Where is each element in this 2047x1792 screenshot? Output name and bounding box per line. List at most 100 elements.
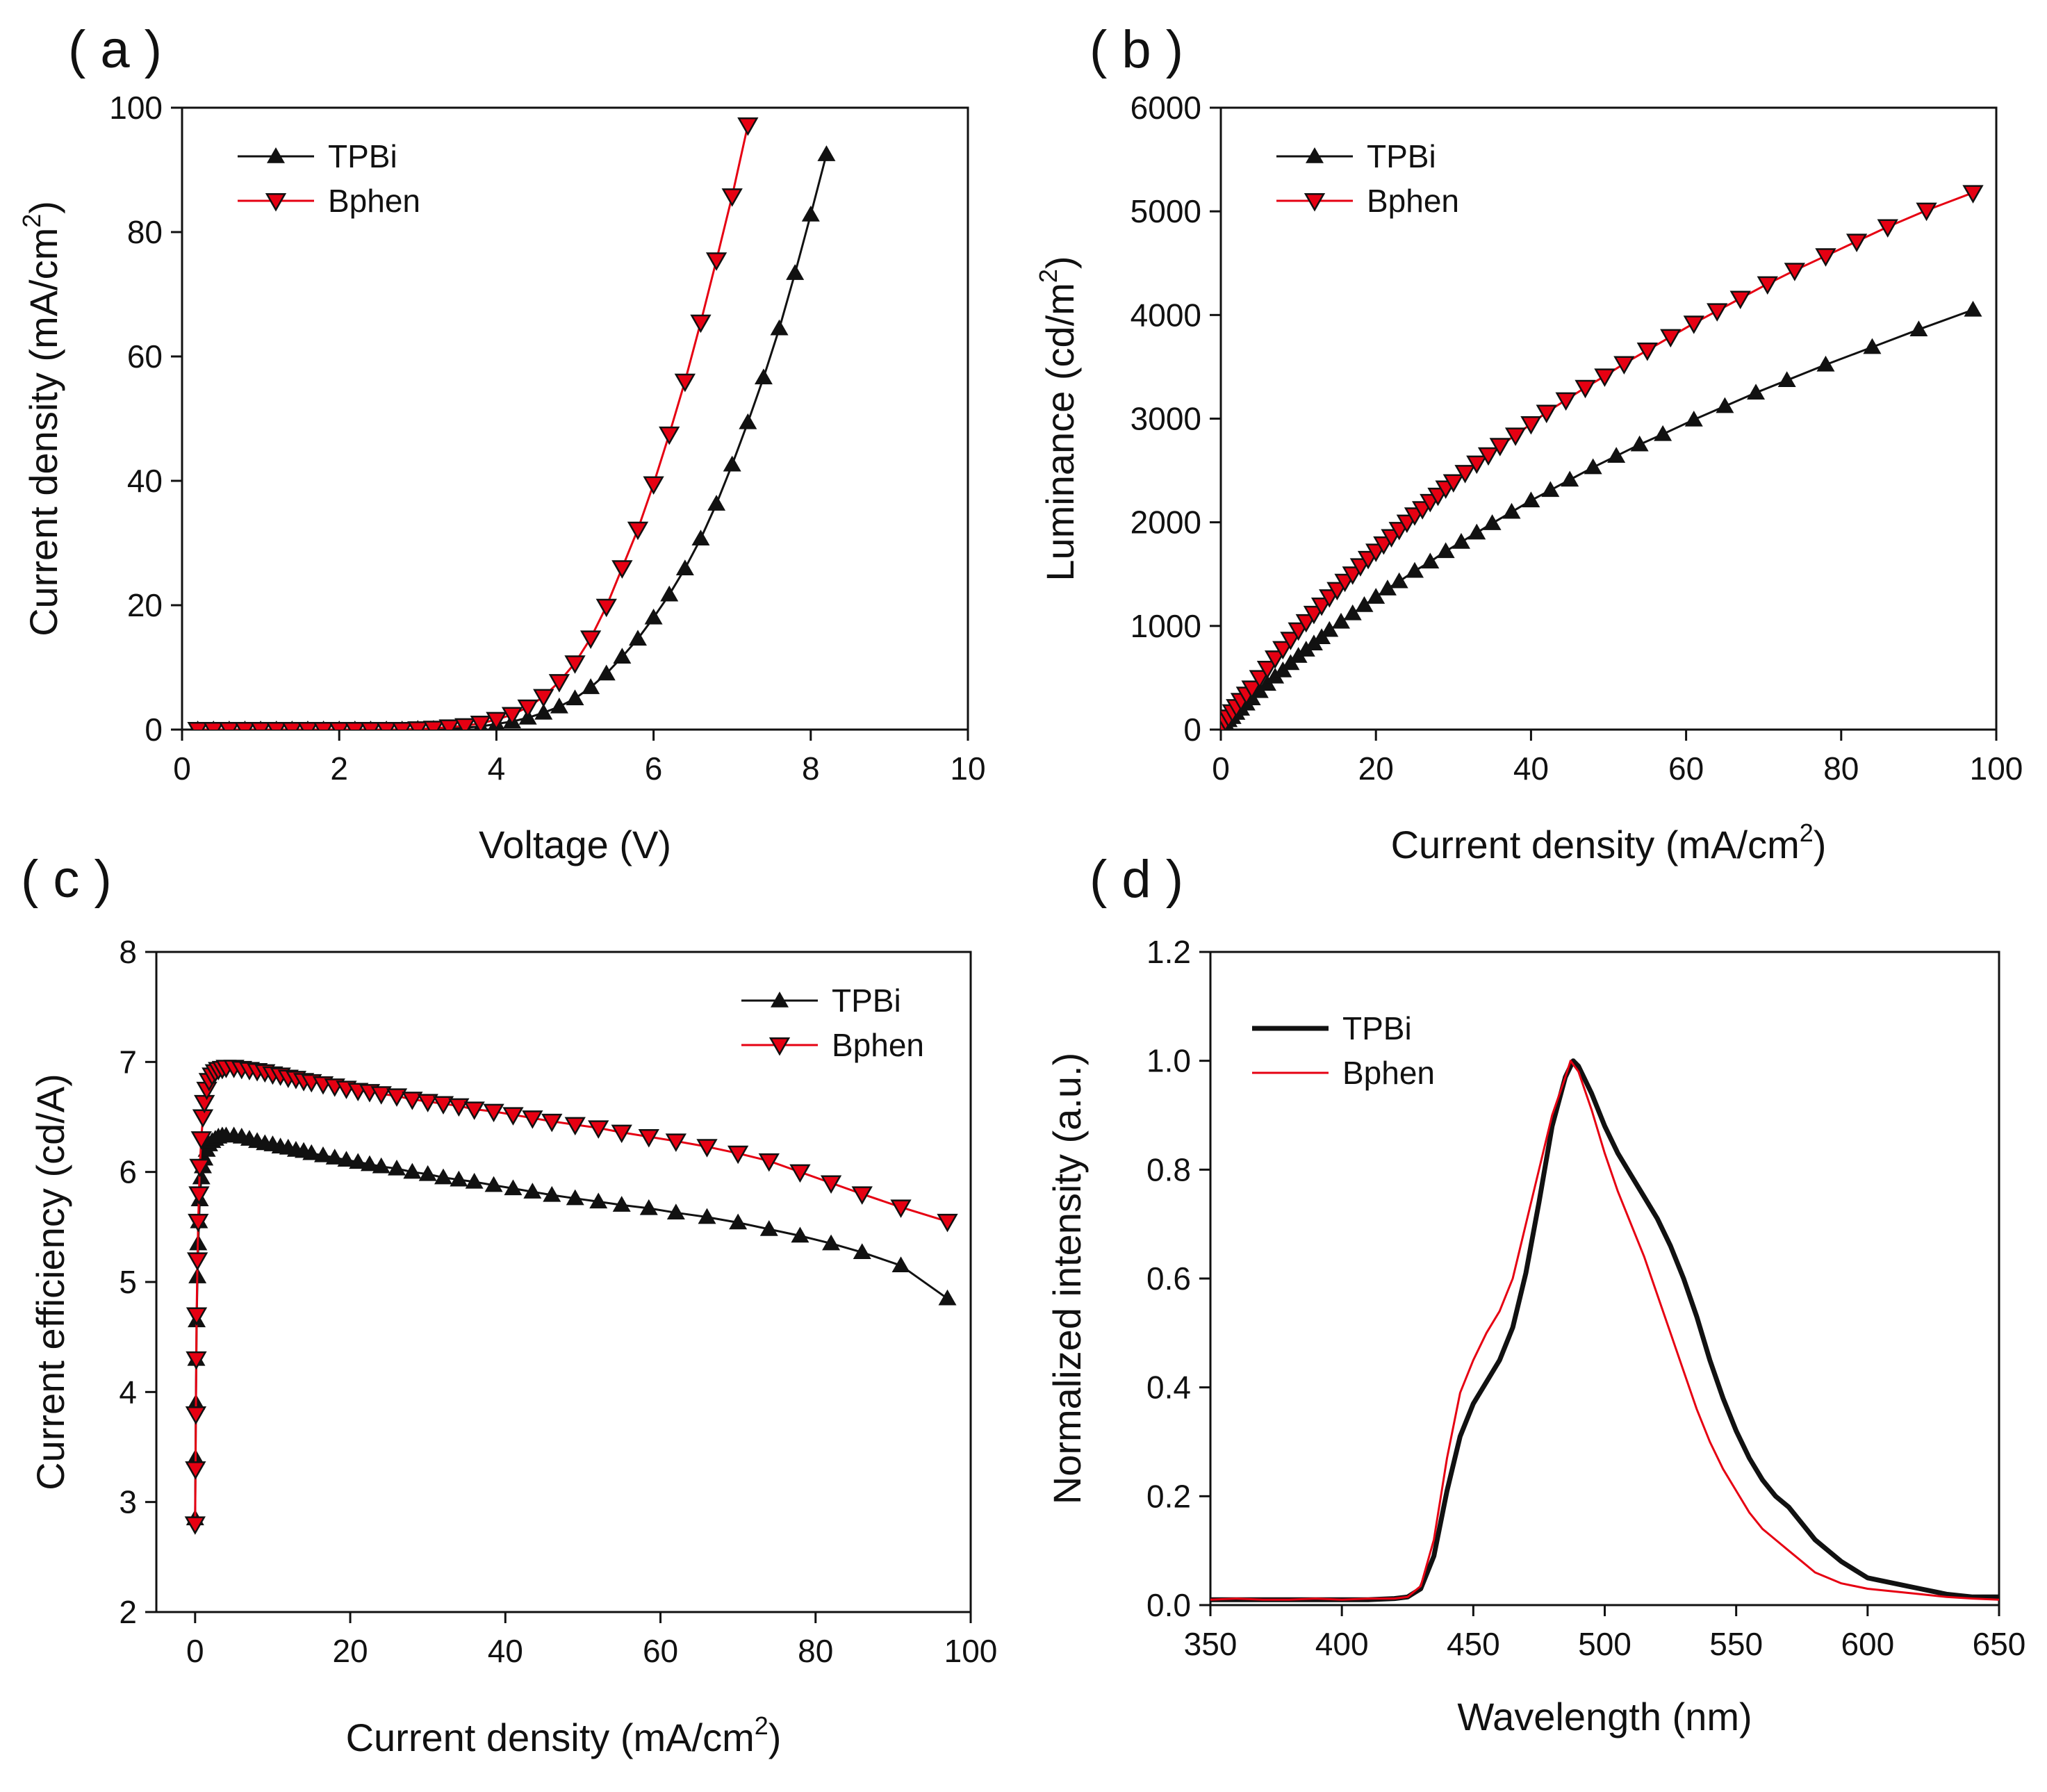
legend-label: Bphen (328, 183, 420, 219)
y-tick-label: 4 (119, 1374, 137, 1410)
data-point (417, 1094, 438, 1112)
y-tick-label: 5000 (1131, 193, 1201, 229)
series-bphen (1210, 1060, 1999, 1601)
y-tick-label: 6000 (1131, 90, 1201, 126)
data-point (1964, 300, 1982, 317)
data-point (186, 1351, 207, 1370)
data-point (265, 722, 287, 730)
data-point (1522, 491, 1540, 508)
y-axis-label: Current density (mA/cm2) (17, 201, 65, 636)
data-point (184, 1516, 206, 1535)
data-point (1816, 355, 1835, 372)
legend: TPBi Bphen (741, 983, 924, 1063)
x-tick-label: 450 (1447, 1626, 1500, 1662)
data-point (192, 1168, 211, 1185)
legend-marker (771, 992, 789, 1008)
data-point (566, 1189, 584, 1206)
legend-marker (267, 147, 285, 163)
data-point (1320, 620, 1339, 637)
plot-frame (1209, 951, 2000, 1606)
data-point (1654, 425, 1672, 441)
data-point (448, 1098, 470, 1117)
legend-marker (1304, 193, 1326, 212)
data-point (644, 608, 663, 625)
data-point (325, 1149, 344, 1165)
data-point (612, 1196, 631, 1212)
data-point (665, 1133, 687, 1152)
legend-label: Bphen (832, 1027, 924, 1063)
panel-d-label: ( d ) (1090, 850, 1184, 909)
data-point (372, 1157, 391, 1174)
chart-b: 0 20 40 60 80 1000100020003000400050006000Cur… (1034, 90, 2023, 866)
legend: TPBi Bphen (1276, 138, 1459, 219)
panel-b-label: ( b ) (1090, 20, 1184, 79)
x-tick-label: 0 (1212, 750, 1230, 787)
data-point (502, 1107, 524, 1126)
data-point (1716, 397, 1734, 413)
legend-label: TPBi (1367, 138, 1436, 174)
data-point (937, 1213, 958, 1233)
chart-d: 350 400 450 500 550 600 650 0.0 0.2 0.4 0.6 0.8 1.0 1… (1045, 934, 2025, 1738)
data-point (727, 1145, 749, 1165)
x-tick-label: 60 (643, 1633, 678, 1669)
data-point (739, 413, 757, 429)
data-point (1342, 566, 1363, 585)
data-point (1280, 632, 1301, 650)
data-point (465, 1172, 484, 1189)
data-point (938, 1289, 957, 1306)
x-tick-label: 100 (944, 1633, 998, 1669)
y-tick-label: 60 (127, 338, 163, 375)
x-tick-label: 0 (173, 750, 191, 787)
data-point (1863, 338, 1882, 354)
data-point (418, 1165, 437, 1181)
y-axis-label: Current efficiency (cd/A) (28, 1074, 72, 1490)
plot-frame (181, 106, 969, 731)
series-bphen (187, 117, 759, 730)
legend: TPBi Bphen (238, 138, 420, 219)
data-point (1520, 416, 1542, 435)
data-point (190, 1131, 212, 1150)
x-tick-label: 40 (488, 1633, 523, 1669)
x-tick-label: 100 (1970, 750, 2023, 787)
data-point (550, 697, 568, 714)
data-point (337, 1151, 356, 1167)
legend-label: Bphen (1342, 1055, 1435, 1091)
x-tick-label: 350 (1184, 1626, 1238, 1662)
x-tick-label: 8 (802, 750, 820, 787)
data-point (1442, 474, 1464, 493)
series-line (1210, 1058, 1999, 1602)
x-tick-label: 10 (950, 750, 985, 787)
data-point (486, 712, 507, 730)
data-point (1452, 533, 1470, 549)
legend-marker (1306, 147, 1324, 163)
data-point (1343, 604, 1362, 620)
data-point (218, 722, 240, 730)
panel-a-label: ( a ) (68, 20, 163, 79)
data-point (627, 521, 649, 541)
data-point (1536, 404, 1557, 424)
data-point (1541, 481, 1560, 498)
data-point (1378, 579, 1397, 595)
data-point (690, 314, 712, 334)
y-tick-label: 0.4 (1146, 1370, 1191, 1406)
data-point (1406, 561, 1424, 578)
data-point (360, 722, 381, 730)
data-point (432, 1096, 454, 1115)
data-point (1367, 588, 1386, 604)
data-point (517, 699, 539, 718)
data-point (504, 1179, 523, 1196)
data-point (360, 1155, 379, 1172)
series-tpbi (192, 145, 836, 730)
x-tick-label: 400 (1315, 1626, 1369, 1662)
x-tick-label: 600 (1841, 1626, 1894, 1662)
data-point (659, 426, 680, 445)
data-point (1310, 598, 1333, 616)
data-point (375, 722, 397, 730)
data-point (853, 1243, 871, 1259)
y-tick-label: 3000 (1131, 401, 1201, 437)
data-point (1355, 596, 1374, 612)
data-point (1303, 605, 1325, 625)
data-point (1241, 680, 1263, 699)
data-point (1684, 410, 1703, 427)
